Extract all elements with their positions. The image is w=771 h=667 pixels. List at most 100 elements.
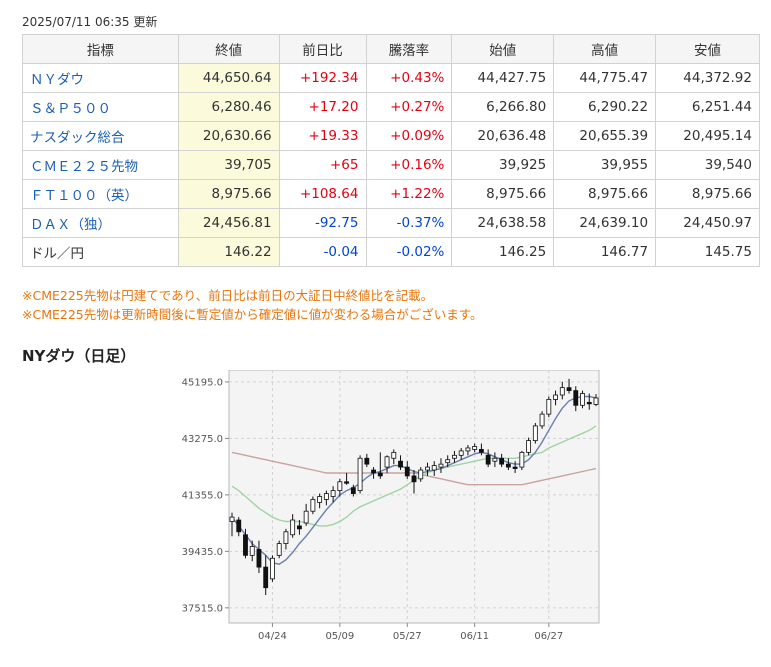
low-value: 6,251.44 xyxy=(655,92,760,122)
candle-body xyxy=(485,454,491,465)
index-link-nydow[interactable]: ＮＹダウ xyxy=(30,72,84,88)
candle-body xyxy=(580,393,585,406)
candle-body xyxy=(458,450,464,456)
candle-body xyxy=(472,446,478,450)
high-value: 6,290.22 xyxy=(553,92,657,122)
open-value: 20,636.48 xyxy=(451,121,555,151)
candle-body xyxy=(573,390,579,406)
header-close: 終値 xyxy=(177,34,280,64)
rate-value: +0.16% xyxy=(365,150,453,180)
row-name-cell: ナスダック総合 xyxy=(22,121,179,151)
x-tick-label: 06/27 xyxy=(534,631,563,642)
header-open: 始値 xyxy=(451,34,555,64)
header-index: 指標 xyxy=(22,34,179,64)
rate-value: -0.37% xyxy=(365,208,453,238)
close-value: 20,630.66 xyxy=(177,121,280,151)
open-value: 44,427.75 xyxy=(451,63,555,93)
close-value: 6,280.46 xyxy=(177,92,280,122)
index-name-usdjpy: ドル／円 xyxy=(22,237,179,267)
candle-body xyxy=(478,449,484,453)
change-value: +17.20 xyxy=(278,92,367,122)
high-value: 146.77 xyxy=(553,237,657,267)
candle-body xyxy=(317,496,323,503)
change-value: +108.64 xyxy=(278,179,367,209)
candle-body xyxy=(263,566,269,589)
candle-body xyxy=(425,466,430,471)
close-value: 24,456.81 xyxy=(177,208,280,238)
candle-body xyxy=(344,481,350,484)
index-link-cme225[interactable]: ＣＭＥ２２５先物 xyxy=(30,159,138,175)
candle-body xyxy=(532,425,538,442)
table-row-usdjpy: ドル／円 146.22 -0.04 -0.02% 146.25 146.77 1… xyxy=(22,237,760,267)
candle-body xyxy=(357,457,363,492)
rate-value: -0.02% xyxy=(365,237,453,267)
change-value: +65 xyxy=(278,150,367,180)
low-value: 44,372.92 xyxy=(655,63,760,93)
open-value: 146.25 xyxy=(451,237,555,267)
market-index-table: 指標 終値 前日比 騰落率 始値 高値 安値 ＮＹダウ 44,650.64 +1… xyxy=(22,34,760,267)
candle-body xyxy=(465,447,471,452)
candle-body xyxy=(371,469,376,474)
candle-body xyxy=(364,457,370,465)
close-value: 8,975.66 xyxy=(177,179,280,209)
table-header-row: 指標 終値 前日比 騰落率 始値 高値 安値 xyxy=(22,34,760,64)
candle-body xyxy=(411,475,417,483)
candle-body xyxy=(270,557,275,580)
candle-body xyxy=(276,543,282,556)
candle-body xyxy=(505,463,511,468)
candle-body xyxy=(593,397,599,405)
candle-body xyxy=(559,387,565,396)
high-value: 8,975.66 xyxy=(553,179,657,209)
low-value: 20,495.14 xyxy=(655,121,760,151)
candle-body xyxy=(526,440,532,453)
close-value: 44,650.64 xyxy=(177,63,280,93)
table-row-dax: ＤＡＸ（独） 24,456.81 -92.75 -0.37% 24,638.58… xyxy=(22,208,760,238)
rate-value: +0.09% xyxy=(365,121,453,151)
candle-body xyxy=(243,534,248,556)
candle-body xyxy=(391,451,397,459)
candle-body xyxy=(256,549,262,568)
index-link-ft100[interactable]: ＦＴ１００（英） xyxy=(30,188,138,204)
chart-title: NYダウ（日足） xyxy=(22,347,136,365)
nydow-daily-chart: 45195.0 43275.0 41355.0 39435.0 37515.0 04/24… xyxy=(182,370,600,642)
high-value: 24,639.10 xyxy=(553,208,657,238)
y-tick-label: 41355.0 xyxy=(182,490,223,501)
change-value: +19.33 xyxy=(278,121,367,151)
candle-body xyxy=(398,460,403,468)
candle-body xyxy=(445,459,451,464)
candle-body xyxy=(499,457,505,465)
row-name-cell: Ｓ＆Ｐ５００ xyxy=(22,92,179,122)
index-link-dax[interactable]: ＤＡＸ（独） xyxy=(30,217,111,233)
candle-body xyxy=(438,463,444,468)
candle-body xyxy=(418,469,424,480)
table-row-nydow: ＮＹダウ 44,650.64 +192.34 +0.43% 44,427.75 … xyxy=(22,63,760,93)
candle-body xyxy=(350,487,356,494)
header-low: 安値 xyxy=(655,34,760,64)
y-tick-label: 43275.0 xyxy=(182,434,223,445)
open-value: 24,638.58 xyxy=(451,208,555,238)
rate-value: +0.43% xyxy=(365,63,453,93)
header-rate: 騰落率 xyxy=(365,34,453,64)
index-link-nasdaq[interactable]: ナスダック総合 xyxy=(30,130,125,146)
y-tick-label: 39435.0 xyxy=(182,547,223,558)
rate-value: +0.27% xyxy=(365,92,453,122)
index-link-sp500[interactable]: Ｓ＆Ｐ５００ xyxy=(30,101,111,117)
y-tick-label: 45195.0 xyxy=(182,377,223,388)
change-value: -0.04 xyxy=(278,237,367,267)
note-line: ※CME225先物は更新時間後に暫定値から確定値に値が変わる場合がございます。 xyxy=(22,307,483,322)
change-value: -92.75 xyxy=(278,208,367,238)
candle-body xyxy=(512,466,518,469)
open-value: 39,925 xyxy=(451,150,555,180)
candle-body xyxy=(229,516,235,522)
rate-value: +1.22% xyxy=(365,179,453,209)
candle-body xyxy=(310,499,316,512)
candle-body xyxy=(452,454,457,459)
candle-body xyxy=(539,413,545,427)
high-value: 20,655.39 xyxy=(553,121,657,151)
x-tick-label: 05/27 xyxy=(393,631,422,642)
candle-body xyxy=(431,465,437,471)
table-row-cme225: ＣＭＥ２２５先物 39,705 +65 +0.16% 39,925 39,955… xyxy=(22,150,760,180)
low-value: 8,975.66 xyxy=(655,179,760,209)
low-value: 145.75 xyxy=(655,237,760,267)
row-name-cell: ＦＴ１００（英） xyxy=(22,179,179,209)
